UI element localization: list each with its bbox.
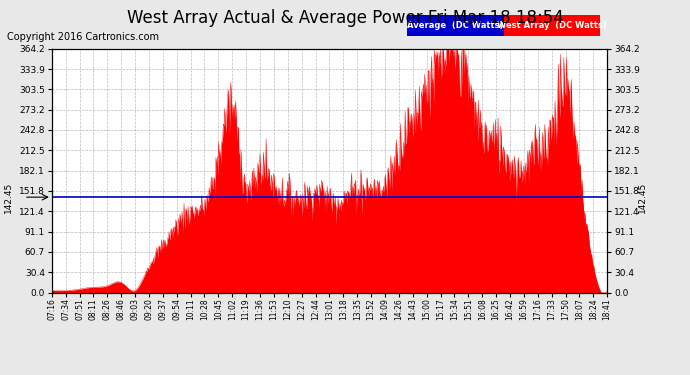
Text: Copyright 2016 Cartronics.com: Copyright 2016 Cartronics.com (7, 32, 159, 42)
Text: 142.45: 142.45 (4, 182, 13, 213)
Text: West Array  (DC Watts): West Array (DC Watts) (497, 21, 607, 30)
Text: Average  (DC Watts): Average (DC Watts) (407, 21, 504, 30)
Text: West Array Actual & Average Power Fri Mar 18 18:54: West Array Actual & Average Power Fri Ma… (127, 9, 563, 27)
Text: 142.45: 142.45 (638, 182, 647, 213)
